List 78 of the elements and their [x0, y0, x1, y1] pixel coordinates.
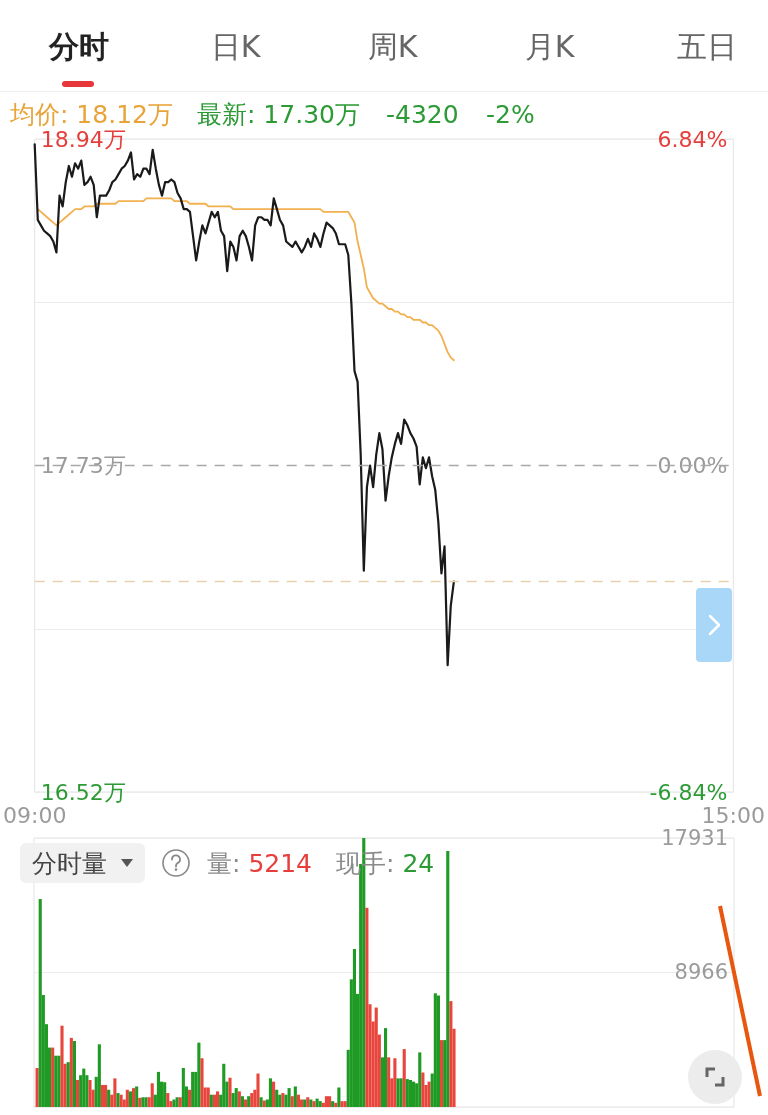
text: 分时 — [48, 29, 109, 64]
bar — [324, 1096, 328, 1107]
bar — [206, 1087, 210, 1107]
bar — [166, 1093, 170, 1107]
bar — [188, 1089, 192, 1107]
bar — [287, 1088, 291, 1107]
y2-tick-label: 6.84% — [657, 126, 728, 152]
bar — [290, 1096, 294, 1107]
bar — [436, 995, 440, 1107]
bar — [200, 1058, 204, 1107]
text: -2% — [486, 100, 535, 130]
bar — [446, 850, 450, 1107]
bar — [97, 1044, 101, 1107]
bar — [38, 899, 42, 1107]
bar — [384, 1028, 388, 1107]
bar — [82, 1068, 86, 1107]
bar — [228, 1077, 232, 1107]
bar — [399, 1078, 403, 1107]
bar — [156, 1071, 160, 1107]
y-tick-label: 16.52万 — [40, 779, 126, 805]
dropdown-button: 分时量 — [20, 843, 145, 883]
text: 最新: 17.30万 — [197, 100, 360, 130]
bar — [107, 1089, 111, 1107]
y-tick-label: 17.73万 — [40, 453, 126, 478]
bar — [256, 1073, 260, 1107]
bar — [163, 1082, 167, 1107]
bar — [150, 1083, 154, 1107]
y-tick-label: 17931 — [661, 826, 728, 850]
bar — [100, 1084, 104, 1107]
bar — [374, 1007, 378, 1107]
bar — [60, 1025, 64, 1107]
bar — [222, 1063, 226, 1107]
bar — [343, 1101, 347, 1107]
bar — [427, 1081, 431, 1107]
bar — [113, 1078, 117, 1107]
bar — [104, 1084, 108, 1107]
bar — [402, 1049, 406, 1107]
bar — [275, 1089, 279, 1107]
text: 五日 — [676, 29, 737, 64]
bar — [268, 1078, 272, 1107]
bar — [337, 1087, 341, 1107]
bar — [54, 1055, 58, 1107]
text: 月K — [524, 29, 575, 64]
bar — [421, 1072, 425, 1107]
bar — [387, 1057, 391, 1107]
bar — [449, 1001, 453, 1107]
line-series — [36, 197, 455, 362]
bar — [191, 1071, 195, 1107]
bar — [76, 1080, 80, 1107]
bar — [328, 1096, 332, 1107]
y2-tick-label: -6.84% — [649, 779, 728, 805]
bar — [405, 1079, 409, 1107]
annotation: 分时量 — [32, 847, 107, 880]
bar — [57, 1055, 61, 1107]
annotation: 量: 5214 — [207, 848, 313, 878]
bar — [433, 993, 437, 1107]
x-tick-label: 15:00 — [701, 802, 765, 828]
bar — [340, 1101, 344, 1107]
bar — [35, 1067, 39, 1107]
bar — [272, 1081, 276, 1107]
y2-tick-label: 0.00% — [657, 453, 728, 478]
bar — [88, 1080, 92, 1107]
text: 周K — [367, 29, 418, 64]
text: -4320 — [386, 100, 459, 130]
bar — [197, 1042, 201, 1107]
y-tick-label: 8966 — [674, 960, 728, 985]
bar — [293, 1086, 297, 1107]
bar — [296, 1094, 300, 1107]
bar — [396, 1078, 400, 1107]
bar — [352, 949, 356, 1107]
bar — [365, 907, 369, 1107]
bar — [69, 1037, 73, 1107]
bar — [240, 1096, 244, 1107]
bar — [393, 1058, 397, 1107]
x-tick-label: 09:00 — [3, 802, 67, 828]
bar — [418, 1052, 422, 1107]
text: 日K — [210, 29, 261, 64]
bar — [181, 1067, 185, 1107]
